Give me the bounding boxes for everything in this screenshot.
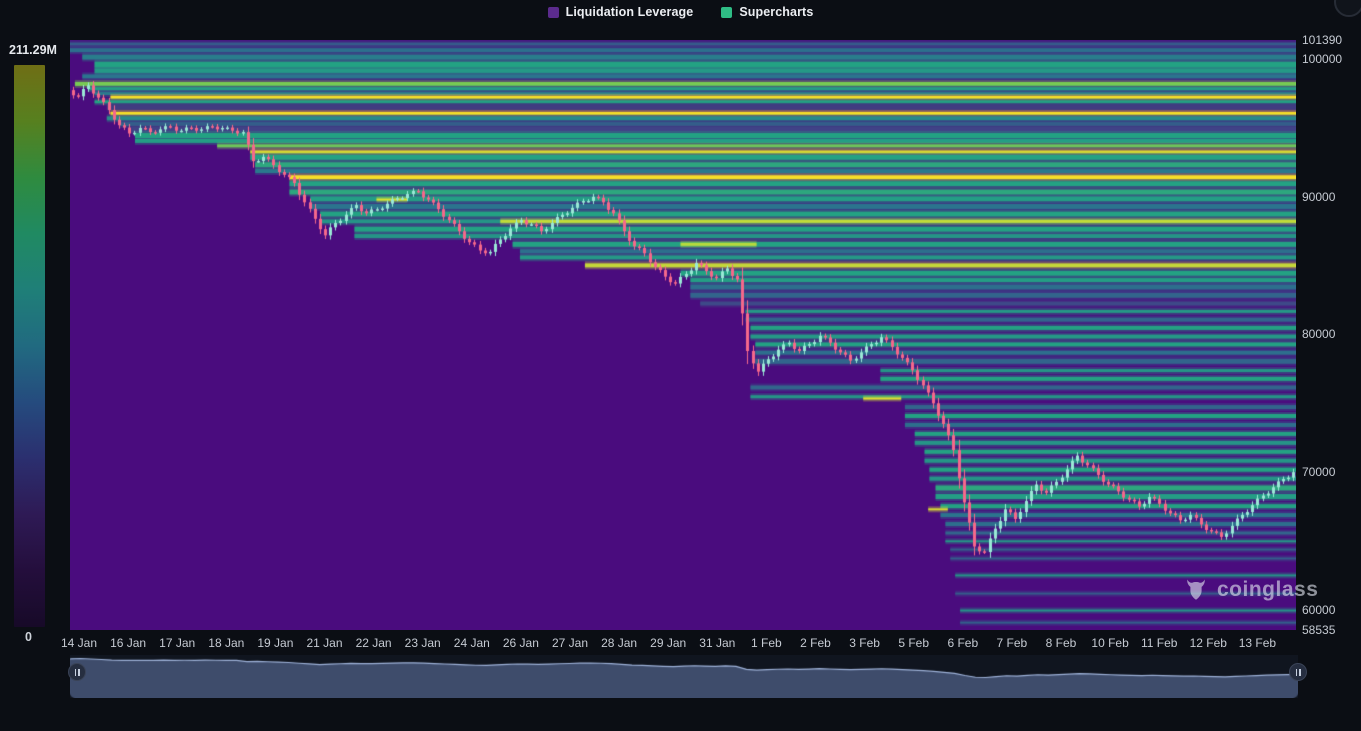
price-tick-label: 60000 <box>1302 602 1336 617</box>
time-axis: 14 Jan 16 Jan 17 Jan 18 Jan 19 Jan 21 Jan 22 J… <box>61 636 1296 652</box>
legend-marker <box>721 6 733 18</box>
time-tick-label: 19 Jan <box>257 636 294 650</box>
time-tick-label: 14 Jan <box>60 636 98 650</box>
time-tick-label: 24 Jan <box>453 636 490 650</box>
price-tick-label: 101390 <box>1302 33 1343 47</box>
time-tick-label: 2 Feb <box>800 636 831 650</box>
time-tick-label: 31 Jan <box>699 636 736 650</box>
time-tick-label: 29 Jan <box>650 636 687 650</box>
time-tick-label: 17 Jan <box>159 636 196 650</box>
time-tick-label: 28 Jan <box>601 636 638 650</box>
time-tick-label: 10 Feb <box>1091 636 1129 650</box>
navigator-right-handle[interactable] <box>1289 663 1307 681</box>
cropped-control-circle <box>1334 0 1361 17</box>
navigator-left-handle[interactable] <box>68 663 86 681</box>
time-tick-label: 12 Feb <box>1189 636 1227 650</box>
price-tick-label: 100000 <box>1302 52 1343 67</box>
colorbar-gradient <box>14 65 45 627</box>
price-tick-label: 58535 <box>1302 623 1336 637</box>
colorbar-max-label: 211.29M <box>9 43 57 57</box>
price-tick-label: 90000 <box>1302 189 1336 204</box>
colorbar-min-label: 0 <box>25 630 32 644</box>
price-tick-label: 70000 <box>1302 465 1336 480</box>
time-tick-label: 18 Jan <box>208 636 245 650</box>
time-tick-label: 26 Jan <box>502 636 539 650</box>
time-tick-label: 6 Feb <box>947 636 979 650</box>
time-tick-label: 8 Feb <box>1045 636 1077 650</box>
time-tick-label: 16 Jan <box>110 636 147 650</box>
time-tick-label: 3 Feb <box>849 636 880 650</box>
time-tick-label: 22 Jan <box>355 636 392 650</box>
time-tick-label: 27 Jan <box>551 636 589 650</box>
legend-marker <box>547 6 559 18</box>
liquidation-heatmap-canvas[interactable] <box>70 40 1296 630</box>
time-tick-label: 7 Feb <box>996 636 1028 650</box>
time-tick-label: 1 Feb <box>751 636 782 650</box>
legend-label: Supercharts <box>739 5 814 19</box>
price-tick-label: 80000 <box>1302 327 1336 342</box>
chart-legend: Liquidation Leverage Supercharts <box>0 5 1361 19</box>
time-tick-label: 11 Feb <box>1140 636 1178 650</box>
time-tick-label: 21 Jan <box>306 636 343 650</box>
time-tick-label: 13 Feb <box>1238 636 1277 650</box>
legend-item-liquidation-leverage[interactable]: Liquidation Leverage <box>547 5 694 19</box>
legend-item-supercharts[interactable]: Supercharts <box>721 5 813 19</box>
legend-label: Liquidation Leverage <box>565 5 694 19</box>
range-navigator[interactable] <box>70 655 1298 698</box>
time-tick-label: 23 Jan <box>404 636 441 650</box>
time-tick-label: 5 Feb <box>898 636 930 650</box>
